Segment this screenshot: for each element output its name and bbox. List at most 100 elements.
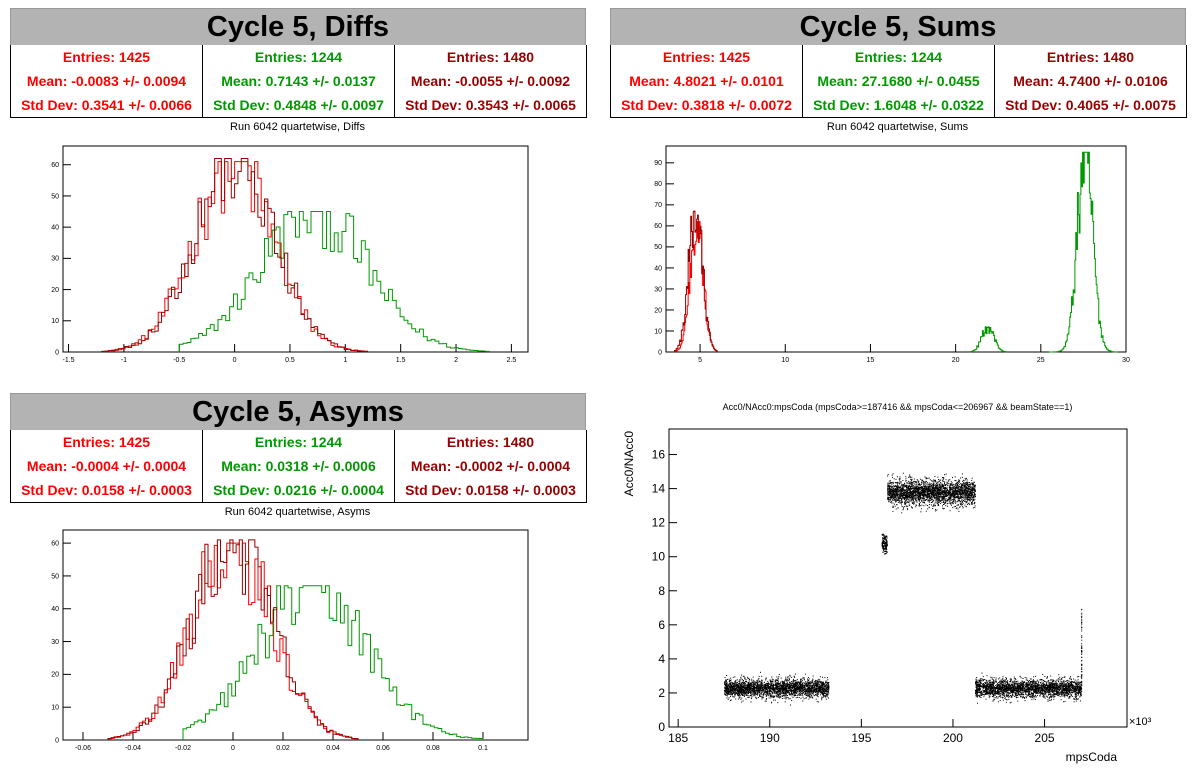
plot-frame <box>62 145 529 353</box>
x-tick-label: 0.5 <box>285 357 295 364</box>
y-tick-label: 0 <box>55 737 59 744</box>
plot-frame <box>62 529 529 741</box>
stat-mean: Mean: -0.0055 +/- 0.0092 <box>410 73 571 89</box>
y-tick-label: 20 <box>51 672 59 679</box>
asyms-stats-column: Entries: 1425 Mean: -0.0004 +/- 0.0004 Std… <box>11 430 202 502</box>
histogram-series <box>178 211 490 352</box>
y-tick-label: 4 <box>658 652 665 666</box>
x-axis-label: mpsCoda <box>1066 750 1118 764</box>
y-tick-label: 10 <box>654 328 662 335</box>
scatter-title: Acc0/NAcc0:mpsCoda (mpsCoda>=187416 && m… <box>722 402 1073 412</box>
x-tick-label: 195 <box>851 731 871 745</box>
stat-std: Std Dev: 0.3818 +/- 0.0072 <box>621 97 792 113</box>
x-tick-label: 205 <box>1035 731 1055 745</box>
stat-entries: Entries: 1244 <box>854 49 943 65</box>
stat-mean: Mean: -0.0083 +/- 0.0094 <box>26 73 187 89</box>
stat-entries: Entries: 1480 <box>1046 49 1135 65</box>
y-tick-label: 10 <box>51 318 59 325</box>
stat-std: Std Dev: 0.3541 +/- 0.0066 <box>21 97 192 113</box>
y-axis-label: Acc0/NAcc0 <box>622 431 636 497</box>
histogram-series <box>101 157 368 352</box>
histogram-series <box>968 326 1008 353</box>
y-tick-label: 80 <box>654 181 662 188</box>
histogram-series <box>674 210 718 352</box>
y-tick-label: 2 <box>658 686 665 700</box>
y-tick-label: 40 <box>51 606 59 613</box>
x-tick-label: -1.5 <box>63 357 75 364</box>
asyms-stats-box: Entries: 1425 Mean: -0.0004 +/- 0.0004 Std… <box>10 430 587 503</box>
diffs-stats-column: Entries: 1244 Mean: 0.7143 +/- 0.0137 Std … <box>202 45 394 117</box>
x-tick-label: 25 <box>1037 357 1045 364</box>
x-tick-label: 1.5 <box>396 357 406 364</box>
x-tick-label: 2.5 <box>507 357 517 364</box>
y-tick-label: 30 <box>51 256 59 263</box>
y-tick-label: 16 <box>652 448 666 462</box>
y-tick-label: 60 <box>654 223 662 230</box>
y-tick-label: 30 <box>654 286 662 293</box>
stat-std: Std Dev: 1.6048 +/- 0.0322 <box>813 97 984 113</box>
diffs-stats-column: Entries: 1425 Mean: -0.0083 +/- 0.0094 Std… <box>11 45 202 117</box>
x-tick-label: 30 <box>1122 357 1130 364</box>
x-tick-label: 2 <box>454 357 458 364</box>
x-tick-label: -0.5 <box>173 357 185 364</box>
sums-stats-box: Entries: 1425 Mean: 4.8021 +/- 0.0101 Std … <box>610 45 1187 118</box>
x-multiplier: ×10³ <box>1129 716 1152 728</box>
sums-stats-column: Entries: 1244 Mean: 27.1680 +/- 0.0455 Std… <box>802 45 994 117</box>
scatter-points <box>724 472 1083 706</box>
plot-frame <box>668 428 1128 728</box>
stat-std: Std Dev: 0.3543 +/- 0.0065 <box>405 97 576 113</box>
y-tick-label: 0 <box>658 349 662 356</box>
y-tick-label: 60 <box>51 162 59 169</box>
stat-mean: Mean: -0.0002 +/- 0.0004 <box>410 458 571 474</box>
diffs-title: Cycle 5, Diffs <box>10 8 586 46</box>
y-tick-label: 90 <box>654 160 662 167</box>
sums-stats-column: Entries: 1480 Mean: 4.7400 +/- 0.0106 Std … <box>994 45 1186 117</box>
asyms-histogram: -0.06 -0.04 -0.02 0 0.02 0.04 0.06 0.08 0.1 0 10 20… <box>51 529 529 752</box>
y-tick-label: 50 <box>51 193 59 200</box>
x-tick-label: -1 <box>121 357 127 364</box>
asyms-stats-column: Entries: 1244 Mean: 0.0318 +/- 0.0006 Std … <box>202 430 394 502</box>
stat-entries: Entries: 1244 <box>254 49 343 65</box>
histogram-series <box>1048 151 1118 353</box>
x-tick-label: 0.02 <box>276 745 290 752</box>
y-tick-label: 0 <box>55 349 59 356</box>
y-tick-label: 60 <box>51 540 59 547</box>
stat-entries: Entries: 1244 <box>254 434 343 450</box>
x-tick-label: 0 <box>233 357 237 364</box>
x-tick-label: 185 <box>668 731 688 745</box>
diffs-subtitle: Run 6042 quartetwise, Diffs <box>230 121 365 133</box>
stat-entries: Entries: 1480 <box>446 49 535 65</box>
histogram-series <box>107 539 359 740</box>
y-tick-label: 0 <box>658 720 665 734</box>
stat-std: Std Dev: 0.0216 +/- 0.0004 <box>213 482 384 498</box>
plot-frame <box>665 145 1127 353</box>
y-tick-label: 50 <box>51 573 59 580</box>
stat-std: Std Dev: 0.0158 +/- 0.0003 <box>405 482 576 498</box>
y-tick-label: 8 <box>658 584 665 598</box>
y-tick-label: 14 <box>652 482 666 496</box>
x-tick-label: 0.1 <box>478 745 488 752</box>
y-tick-label: 20 <box>51 287 59 294</box>
stat-entries: Entries: 1425 <box>62 49 151 65</box>
stat-std: Std Dev: 0.4848 +/- 0.0097 <box>213 97 384 113</box>
stat-std: Std Dev: 0.4065 +/- 0.0075 <box>1005 97 1176 113</box>
y-tick-label: 12 <box>652 516 666 530</box>
x-tick-label: -0.04 <box>125 745 141 752</box>
y-tick-label: 6 <box>658 618 665 632</box>
x-tick-label: 0.04 <box>326 745 340 752</box>
asyms-title: Cycle 5, Asyms <box>10 393 586 431</box>
x-tick-label: -0.02 <box>175 745 191 752</box>
stat-mean: Mean: 4.7400 +/- 0.0106 <box>1013 73 1168 89</box>
y-tick-label: 10 <box>51 705 59 712</box>
stat-mean: Mean: 0.7143 +/- 0.0137 <box>221 73 376 89</box>
x-tick-label: 5 <box>698 357 702 364</box>
stat-mean: Mean: 27.1680 +/- 0.0455 <box>817 73 980 89</box>
y-tick-label: 30 <box>51 639 59 646</box>
histogram-series <box>182 585 484 740</box>
y-tick-label: 40 <box>51 224 59 231</box>
x-tick-label: 15 <box>867 357 875 364</box>
asyms-stats-column: Entries: 1480 Mean: -0.0002 +/- 0.0004 Std… <box>394 430 586 502</box>
stat-mean: Mean: 0.0318 +/- 0.0006 <box>221 458 376 474</box>
asyms-subtitle: Run 6042 quartetwise, Asyms <box>224 506 371 518</box>
x-tick-label: 10 <box>781 357 789 364</box>
